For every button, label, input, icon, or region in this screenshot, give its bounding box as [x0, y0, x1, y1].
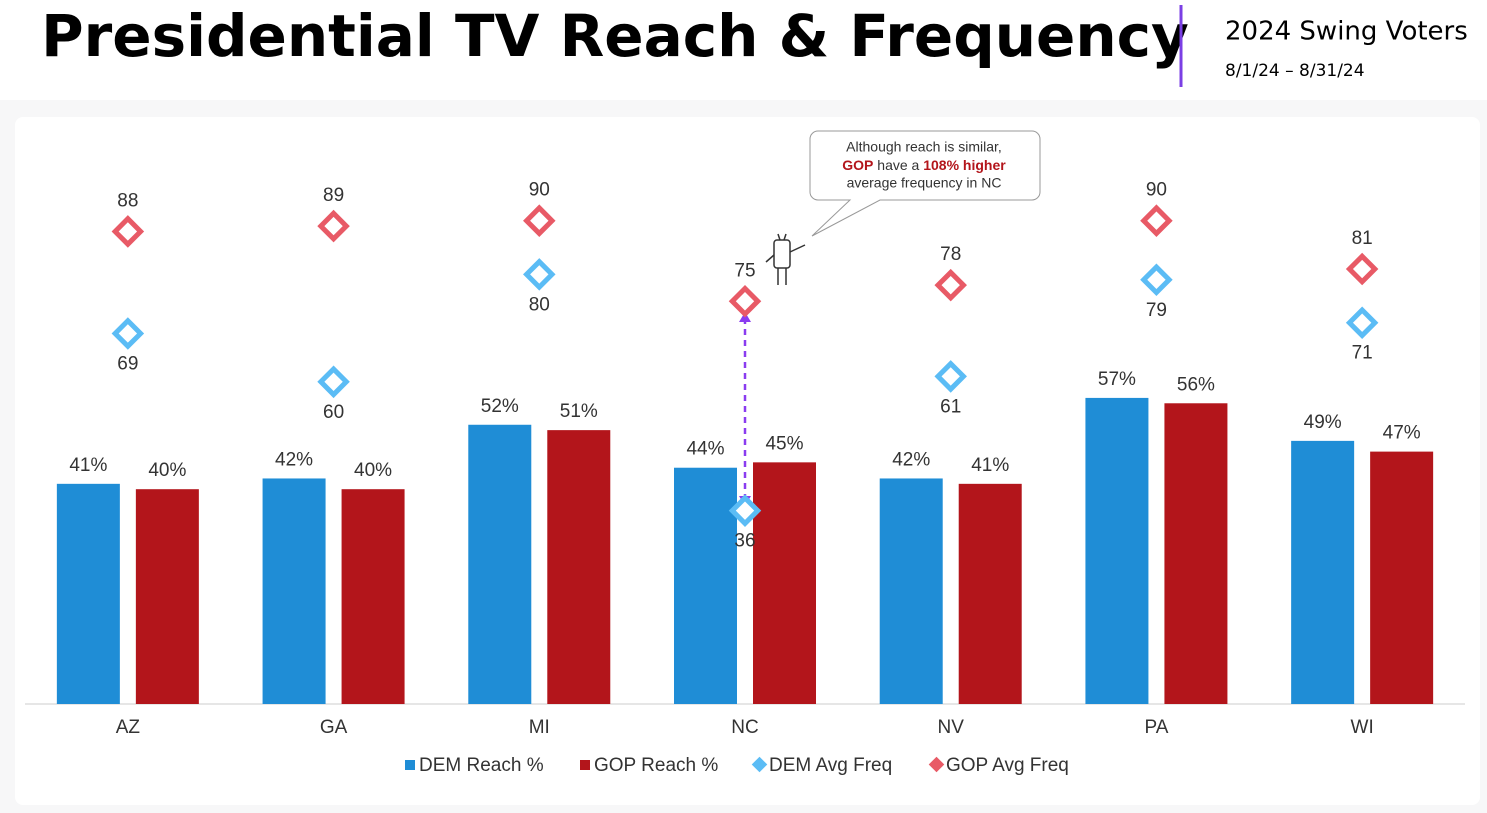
diamond — [1345, 252, 1379, 286]
freq-label: 90 — [1146, 180, 1167, 201]
diamond — [111, 215, 145, 248]
freq-label: 71 — [1352, 343, 1373, 364]
bar-label: 41% — [69, 455, 107, 476]
freq-label: 61 — [940, 396, 961, 417]
annotation-em: 108% higher — [923, 157, 1006, 173]
legend-label: GOP Avg Freq — [946, 755, 1069, 776]
diamond — [934, 268, 967, 302]
bar — [879, 478, 943, 704]
bar-label: 40% — [148, 460, 186, 481]
freq-label: 79 — [1146, 300, 1167, 321]
annotation-em: GOP — [842, 157, 873, 173]
freq-label: 60 — [323, 402, 344, 423]
diamond — [1140, 263, 1173, 297]
date-range: 8/1/24 – 8/31/24 — [1225, 61, 1365, 81]
annotation-line: average frequency in NC — [847, 175, 1002, 191]
bar — [1291, 440, 1355, 704]
header-bg — [0, 0, 1487, 100]
diamond — [1140, 204, 1173, 237]
bar — [341, 489, 405, 704]
x-tick-label: WI — [1351, 717, 1374, 738]
bar-label: 42% — [275, 449, 313, 470]
diamond — [523, 204, 556, 237]
annotation-text: have a — [873, 157, 923, 173]
freq-label: 90 — [529, 180, 550, 201]
bar-label: 51% — [560, 401, 598, 422]
diamond — [111, 317, 145, 350]
diamond — [317, 365, 350, 399]
diamond — [728, 284, 762, 318]
x-tick-label: NC — [731, 717, 758, 738]
x-tick-label: GA — [320, 717, 348, 738]
bar — [1164, 403, 1228, 704]
bar — [674, 467, 737, 704]
legend-swatch — [580, 760, 590, 770]
bar — [958, 483, 1022, 704]
bar-label: 41% — [971, 455, 1009, 476]
bar-label: 44% — [686, 439, 724, 460]
diamond — [728, 494, 762, 527]
title: Presidential TV Reach & Frequency — [41, 2, 1189, 70]
callout — [809, 130, 1041, 237]
bar-label: 40% — [354, 460, 392, 481]
legend-label: DEM Avg Freq — [769, 755, 892, 776]
bar-label: 49% — [1304, 412, 1342, 433]
subtitle: 2024 Swing Voters — [1225, 17, 1468, 47]
freq-label: 75 — [734, 260, 755, 281]
bar — [547, 430, 611, 704]
legend-label: GOP Reach % — [594, 755, 718, 776]
legend-swatch — [405, 760, 415, 770]
x-tick-label: PA — [1144, 717, 1168, 738]
bar — [1085, 397, 1149, 704]
bar — [1370, 451, 1434, 704]
card — [15, 117, 1480, 805]
diamond — [1345, 306, 1379, 339]
freq-label: 81 — [1352, 228, 1373, 249]
robot-icon — [765, 233, 806, 285]
bar-label: 47% — [1383, 423, 1421, 444]
bar — [753, 462, 816, 704]
bar-label: 56% — [1177, 374, 1215, 395]
x-tick-label: MI — [529, 717, 550, 738]
freq-label: 36 — [734, 531, 755, 552]
bar — [135, 489, 199, 704]
freq-label: 88 — [117, 190, 138, 211]
annotation-line: Although reach is similar, — [846, 139, 1002, 155]
freq-label: 89 — [323, 185, 344, 206]
diamond — [317, 209, 350, 243]
diamond — [934, 360, 967, 393]
bar-label: 52% — [481, 396, 519, 417]
legend-label: DEM Reach % — [419, 755, 544, 776]
legend-swatch — [928, 756, 945, 773]
freq-label: 80 — [529, 294, 550, 315]
bar — [468, 424, 532, 704]
bar-label: 42% — [892, 449, 930, 470]
diamond — [523, 258, 556, 291]
x-tick-label: AZ — [116, 717, 141, 738]
bar — [262, 478, 326, 704]
annotation-line: GOP have a 108% higher — [842, 157, 1006, 173]
x-tick-label: NV — [938, 717, 965, 738]
bar — [56, 483, 120, 704]
bar-label: 45% — [765, 433, 803, 454]
legend-swatch — [751, 756, 768, 773]
bar-label: 57% — [1098, 369, 1136, 390]
freq-label: 78 — [940, 244, 961, 265]
freq-label: 69 — [117, 353, 138, 374]
